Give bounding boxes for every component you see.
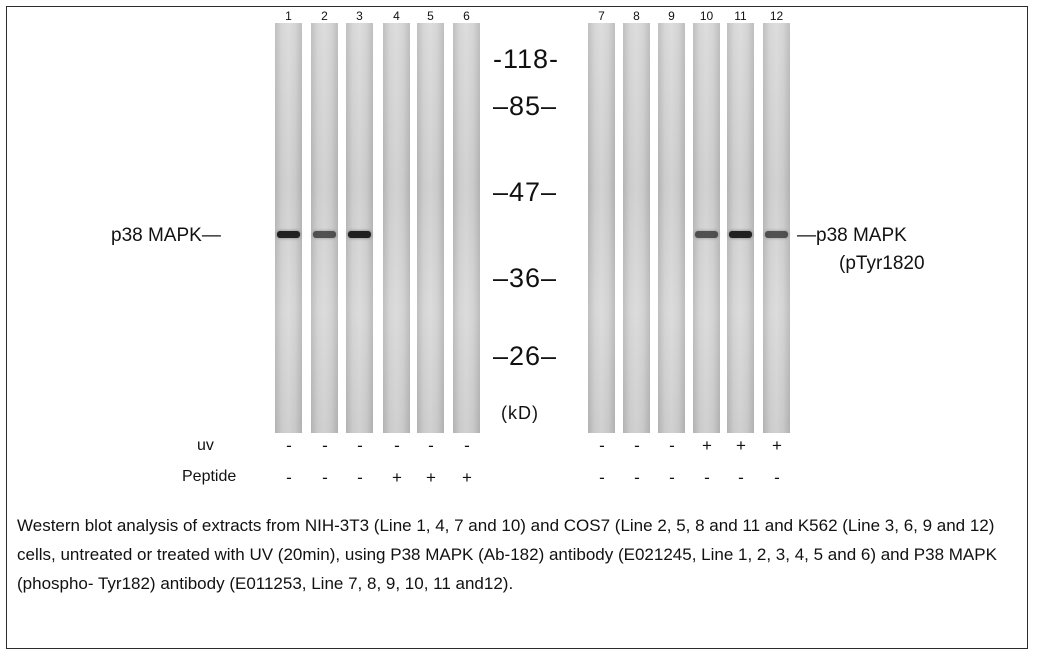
- uv-mark-lane-3: -: [357, 436, 363, 455]
- lane-number-5: 5: [427, 9, 434, 23]
- uv-mark-lane-9: -: [669, 436, 675, 455]
- marker-26: –26–: [493, 341, 558, 371]
- lane-number-9: 9: [668, 9, 675, 23]
- peptide-mark-lane-8: -: [634, 468, 640, 487]
- lane-8: [623, 23, 650, 433]
- peptide-mark-lane-4: +: [392, 468, 402, 487]
- marker-47: –47–: [493, 177, 558, 207]
- lane-2: [311, 23, 338, 433]
- band-lane-2: [313, 231, 336, 238]
- lane-number-8: 8: [633, 9, 640, 23]
- uv-row-label: uv: [197, 437, 214, 454]
- band-lane-3: [348, 231, 371, 238]
- peptide-mark-lane-7: -: [599, 468, 605, 487]
- lane-number-10: 10: [699, 9, 714, 23]
- peptide-mark-lane-10: -: [704, 468, 710, 487]
- lane-11: [727, 23, 754, 433]
- peptide-mark-lane-6: +: [462, 468, 472, 487]
- peptide-row-label: Peptide: [182, 468, 237, 485]
- lane-number-3: 3: [356, 9, 363, 23]
- lane-number-1: 1: [285, 9, 292, 23]
- uv-mark-lane-4: -: [394, 436, 400, 455]
- lane-3: [346, 23, 373, 433]
- peptide-mark-lane-5: +: [426, 468, 436, 487]
- peptide-mark-lane-3: -: [357, 468, 363, 487]
- uv-mark-lane-8: -: [634, 436, 640, 455]
- lane-7: [588, 23, 615, 433]
- unit-label: (kD): [501, 403, 539, 423]
- figure-caption: Western blot analysis of extracts from N…: [17, 516, 997, 593]
- peptide-mark-lane-12: -: [774, 468, 780, 487]
- right-band-label-line2: (pTyr1820: [839, 253, 925, 274]
- peptide-mark-lane-2: -: [322, 468, 328, 487]
- lane-10: [693, 23, 720, 433]
- uv-mark-lane-5: -: [428, 436, 434, 455]
- right-band-label-line1: —p38 MAPK: [797, 225, 907, 246]
- lane-number-6: 6: [463, 9, 470, 23]
- uv-mark-lane-1: -: [286, 436, 292, 455]
- lane-4: [383, 23, 410, 433]
- lane-number-4: 4: [393, 9, 400, 23]
- lane-number-7: 7: [598, 9, 605, 23]
- lane-12: [763, 23, 790, 433]
- band-lane-1: [277, 231, 300, 238]
- peptide-mark-lane-9: -: [669, 468, 675, 487]
- lane-9: [658, 23, 685, 433]
- uv-mark-lane-12: +: [772, 436, 782, 455]
- lane-number-2: 2: [321, 9, 328, 23]
- uv-mark-lane-7: -: [599, 436, 605, 455]
- uv-mark-lane-11: +: [736, 436, 746, 455]
- lane-5: [417, 23, 444, 433]
- lane-6: [453, 23, 480, 433]
- figure-frame: -118- –85– –47– –36– –26– (kD) p38 MAPK—…: [6, 6, 1028, 649]
- uv-mark-lane-10: +: [702, 436, 712, 455]
- band-lane-11: [729, 231, 752, 238]
- uv-mark-lane-2: -: [322, 436, 328, 455]
- uv-mark-lane-6: -: [464, 436, 470, 455]
- lane-number-11: 11: [734, 9, 747, 23]
- peptide-mark-lane-1: -: [286, 468, 292, 487]
- lane-number-12: 12: [769, 9, 784, 23]
- lane-1: [275, 23, 302, 433]
- band-lane-10: [695, 231, 718, 238]
- peptide-mark-lane-11: -: [738, 468, 744, 487]
- marker-36: –36–: [493, 263, 558, 293]
- left-band-label: p38 MAPK—: [111, 225, 221, 246]
- marker-118: -118-: [493, 44, 560, 74]
- marker-85: –85–: [493, 91, 558, 121]
- band-lane-12: [765, 231, 788, 238]
